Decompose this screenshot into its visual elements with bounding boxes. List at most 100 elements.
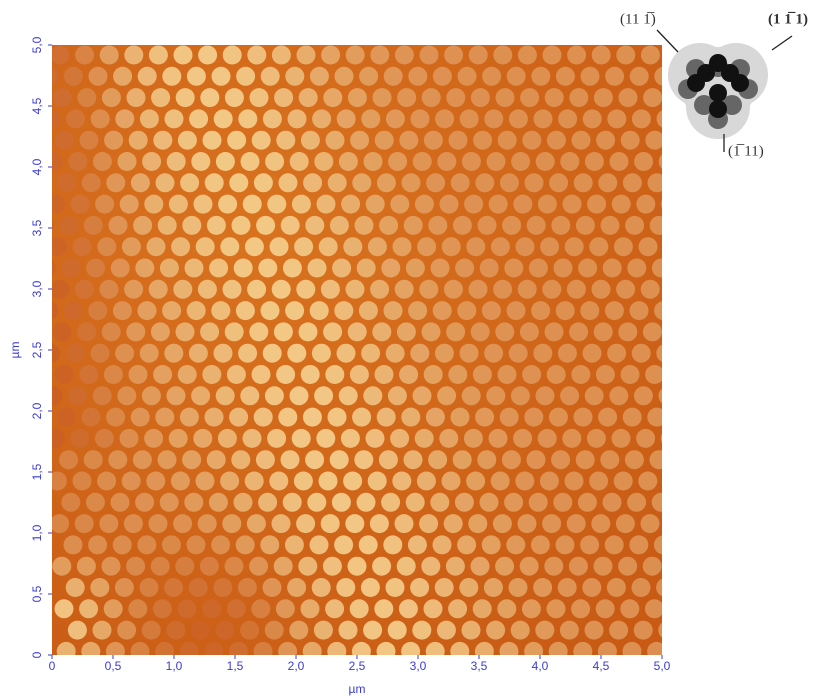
particle — [401, 642, 420, 661]
particle — [533, 344, 552, 363]
particle — [135, 259, 154, 278]
particle — [142, 386, 161, 405]
particle — [176, 88, 195, 107]
y-tick-label: 3,5 — [30, 219, 44, 236]
particle — [596, 599, 615, 618]
particle — [670, 599, 689, 618]
particle — [100, 280, 119, 299]
particle — [166, 621, 185, 640]
particle — [345, 514, 364, 533]
y-tick-label: 4,5 — [30, 97, 44, 114]
particle — [314, 152, 333, 171]
particle — [679, 301, 698, 320]
particle — [303, 408, 322, 427]
particle — [211, 535, 230, 554]
particle — [348, 557, 367, 576]
particle — [670, 365, 689, 384]
y-axis-label: µm — [8, 342, 22, 359]
particle — [473, 365, 492, 384]
particle — [59, 685, 78, 699]
x-tick-label: 0,5 — [105, 659, 122, 673]
particle — [715, 280, 734, 299]
particle — [178, 365, 197, 384]
particle — [710, 429, 729, 448]
y-tick-label: 5,0 — [30, 36, 44, 53]
particle — [703, 535, 722, 554]
particle — [674, 450, 693, 469]
particle — [323, 557, 342, 576]
particle — [245, 472, 264, 491]
particle — [511, 621, 530, 640]
particle — [460, 344, 479, 363]
particle — [203, 131, 222, 150]
particle — [176, 322, 195, 341]
particle — [721, 408, 740, 427]
particle — [522, 131, 541, 150]
particle — [314, 386, 333, 405]
particle — [513, 429, 532, 448]
particle — [127, 88, 146, 107]
particle — [278, 642, 297, 661]
x-tick-label: 0 — [49, 659, 56, 673]
particle — [605, 67, 624, 86]
particle — [623, 173, 642, 192]
particle — [621, 131, 640, 150]
particle — [679, 535, 698, 554]
particle — [426, 642, 445, 661]
particle — [410, 578, 429, 597]
particle — [191, 386, 210, 405]
particle — [310, 535, 329, 554]
particle — [335, 67, 354, 86]
particle — [267, 195, 286, 214]
particle — [357, 493, 376, 512]
particle — [305, 450, 324, 469]
particle — [89, 67, 108, 86]
particle — [556, 301, 575, 320]
particle — [366, 195, 385, 214]
particle — [334, 301, 353, 320]
particle — [607, 578, 626, 597]
particle — [448, 599, 467, 618]
particle — [632, 109, 651, 128]
particle — [66, 109, 85, 128]
particle — [374, 599, 393, 618]
particle — [296, 280, 315, 299]
particle — [705, 578, 724, 597]
particle — [182, 216, 201, 235]
y-tick-label: 0 — [30, 651, 44, 658]
particle — [229, 173, 248, 192]
particle — [498, 365, 517, 384]
particle — [354, 450, 373, 469]
particle — [193, 429, 212, 448]
particle — [283, 493, 302, 512]
particle — [574, 173, 593, 192]
particle — [690, 514, 709, 533]
particle — [547, 131, 566, 150]
particle — [245, 237, 264, 256]
particle — [191, 152, 210, 171]
particle — [281, 216, 300, 235]
particle — [88, 301, 107, 320]
particle — [64, 301, 83, 320]
particle — [261, 67, 280, 86]
particle — [419, 514, 438, 533]
particle — [424, 131, 443, 150]
particle — [256, 685, 275, 699]
particle — [460, 109, 479, 128]
particle — [70, 429, 89, 448]
particle — [305, 685, 324, 699]
particle — [625, 685, 644, 699]
particle — [672, 642, 691, 661]
particle — [171, 472, 190, 491]
particle — [185, 259, 204, 278]
particle — [482, 301, 501, 320]
particle — [332, 259, 351, 278]
particle — [341, 195, 360, 214]
particle — [462, 621, 481, 640]
particle — [79, 599, 98, 618]
particle — [668, 322, 687, 341]
particle — [216, 621, 235, 640]
particle — [473, 599, 492, 618]
particle — [162, 301, 181, 320]
particle — [645, 131, 664, 150]
